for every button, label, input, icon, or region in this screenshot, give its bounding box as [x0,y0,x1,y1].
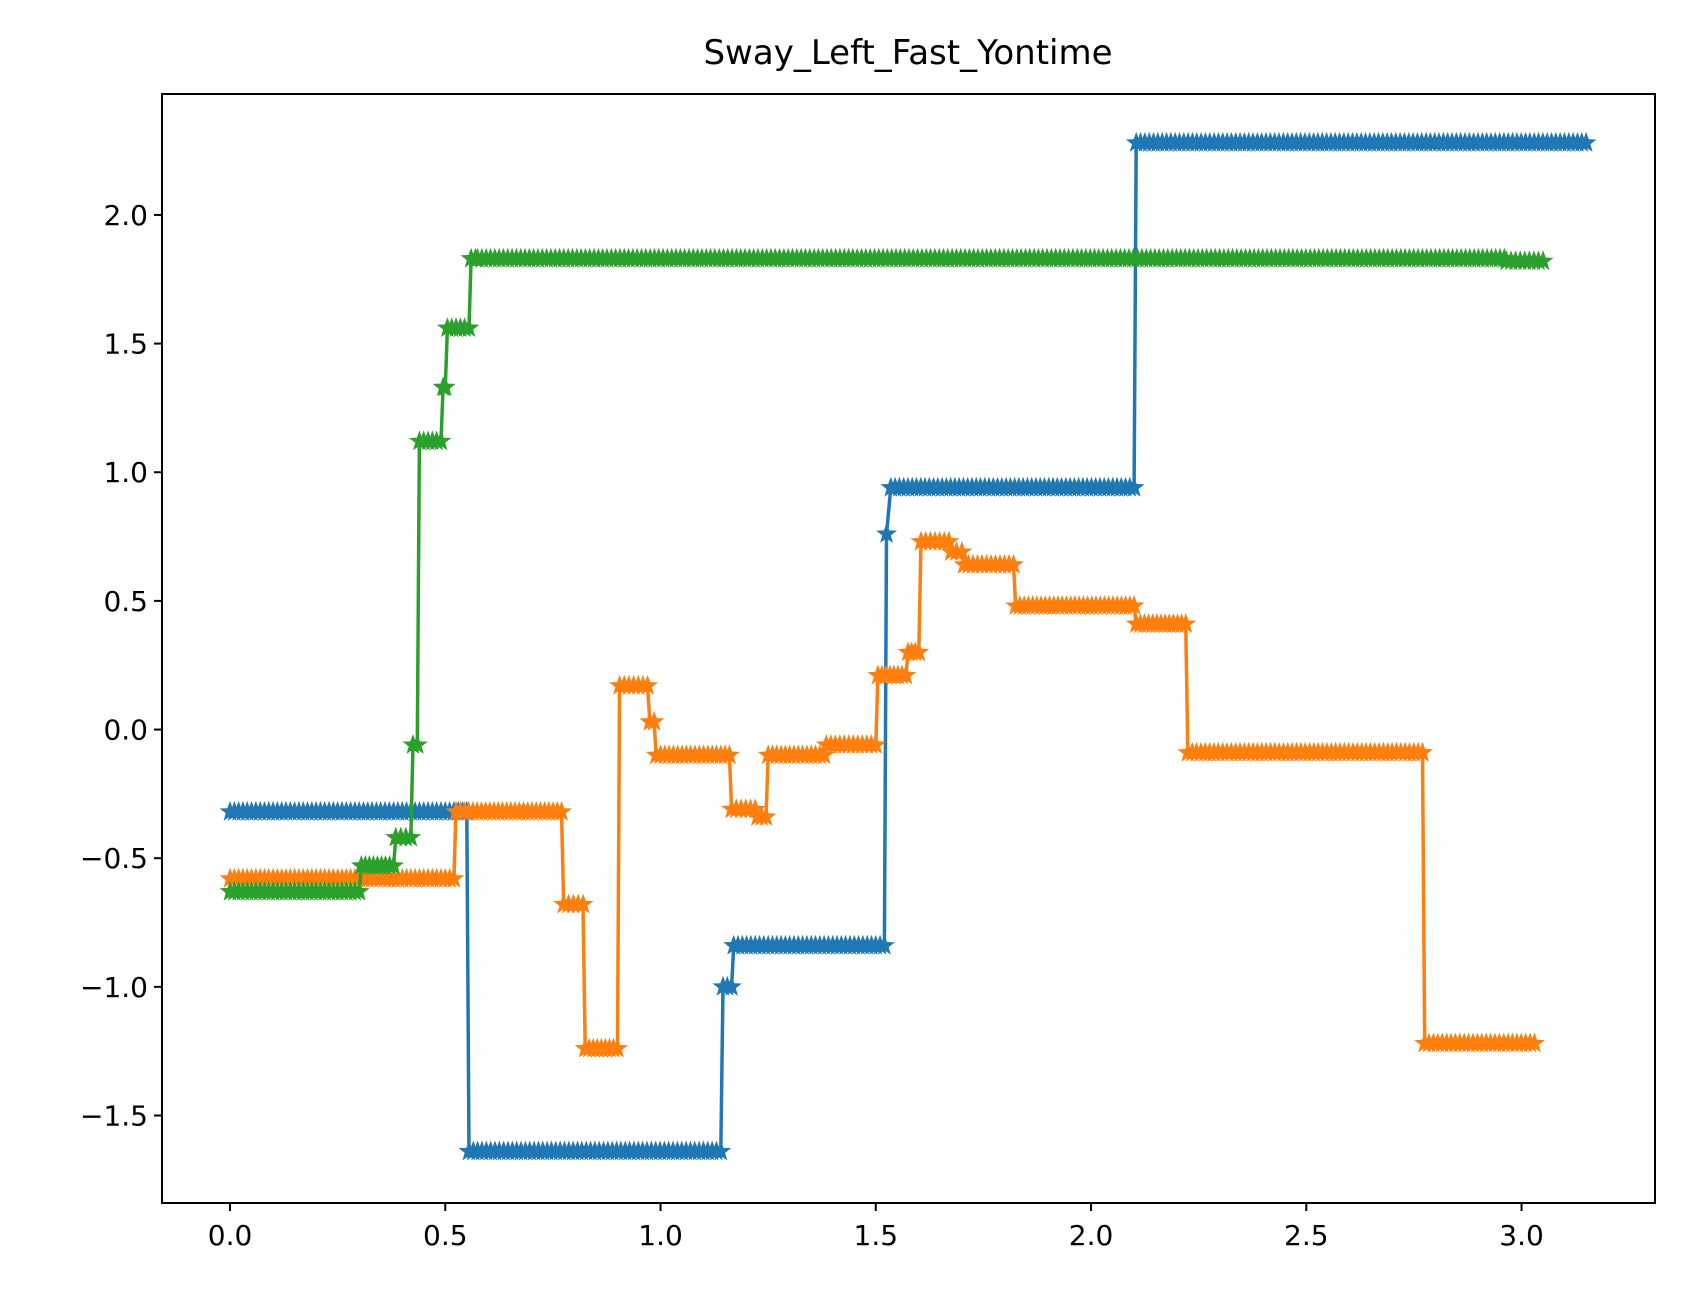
data-point [383,854,405,875]
x-tick-label: 2.5 [1284,1219,1329,1252]
data-point [876,523,897,543]
x-tick-label: 1.5 [854,1219,899,1252]
data-point [908,641,930,662]
data-point [443,867,465,888]
data-point [400,826,422,847]
data-point [637,674,659,695]
y-tick-label: 0.5 [103,585,148,618]
data-point [873,934,895,955]
data-point [1412,741,1433,762]
axes-layer: 0.0 0.5 1.0 1.5 2.0 2.5 3.0 −1.5 −1.0 −0.5 0.0 0.5 1… [80,199,1544,1252]
data-point [1003,553,1024,574]
data-point [895,664,917,685]
data-point [813,744,835,765]
data-point [721,975,742,996]
data-point [430,430,452,451]
series-2 [219,247,1554,901]
data-point [865,734,887,754]
data-point [718,744,740,765]
y-tick-label: 1.5 [103,328,148,361]
data-point [434,376,456,397]
y-tick-label: −1.5 [80,1100,148,1133]
series-1 [219,530,1545,1058]
data-point [710,1140,732,1161]
y-tick-label: −0.5 [80,842,148,875]
data-point [643,710,665,731]
data-point [551,800,572,821]
data-point [1575,131,1597,152]
data-point [1532,250,1554,271]
chart-title: Sway_Left_Fast_Yontime [703,33,1112,73]
x-tick-label: 2.0 [1069,1219,1114,1252]
x-tick-label: 0.5 [423,1219,468,1252]
y-tick-label: 2.0 [103,199,148,232]
data-point [607,1037,628,1058]
y-tick-label: 1.0 [103,456,148,489]
data-point [755,806,777,826]
data-point [744,798,766,819]
x-tick-label: 0.0 [208,1219,253,1252]
plot-area-frame [161,93,1656,1204]
data-point [572,893,594,914]
data-point [951,541,973,561]
series-layer [219,131,1597,1161]
data-point [1524,1032,1545,1053]
data-point [1175,613,1197,633]
x-tick-label: 3.0 [1499,1219,1544,1252]
data-point [458,317,480,337]
data-point [406,734,428,754]
x-tick-label: 1.0 [638,1219,683,1252]
y-tick-label: 0.0 [103,714,148,747]
data-point [1123,595,1145,615]
series-0 [219,131,1597,1161]
data-point [348,880,370,901]
y-tick-label: −1.0 [80,971,148,1004]
data-point [1123,476,1145,497]
data-point [938,530,960,551]
